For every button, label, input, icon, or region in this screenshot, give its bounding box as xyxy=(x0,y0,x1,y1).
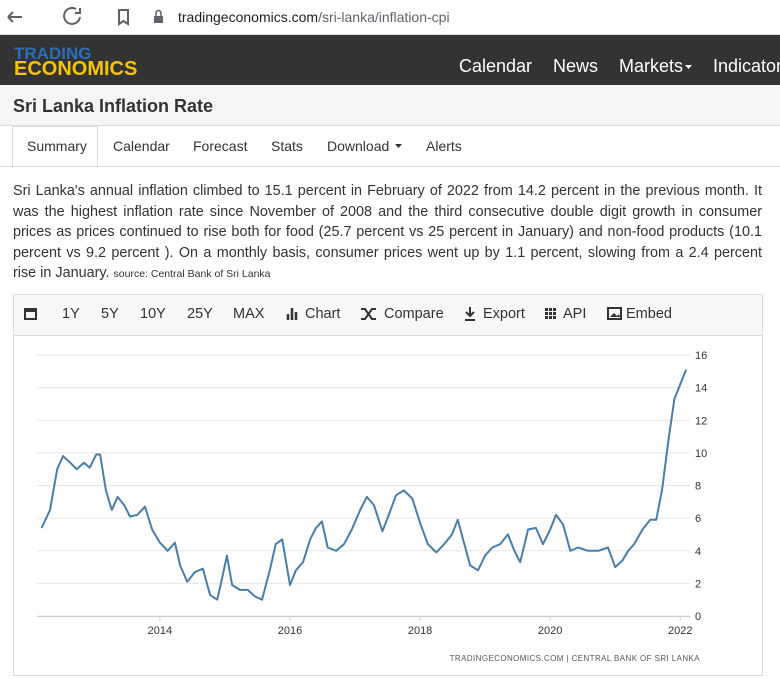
y-tick-label: 0 xyxy=(695,611,701,623)
tool-button[interactable]: API xyxy=(563,306,587,322)
site-header xyxy=(0,35,780,85)
url[interactable]: tradingeconomics.com/sri-lanka/inflation… xyxy=(178,9,450,25)
y-tick-label: 10 xyxy=(695,448,707,460)
tab[interactable]: Stats xyxy=(271,138,303,154)
y-tick-label: 4 xyxy=(695,546,701,558)
logo-top[interactable]: TRADING xyxy=(14,44,92,63)
tab[interactable]: Calendar xyxy=(113,138,170,154)
x-tick-label: 2020 xyxy=(538,625,562,637)
y-tick-label: 16 xyxy=(695,350,707,362)
range-button[interactable]: 5Y xyxy=(101,306,119,322)
chart-frame xyxy=(13,335,763,676)
caret xyxy=(395,144,402,148)
summary-text: Sri Lanka's annual inflation climbed to … xyxy=(13,183,762,281)
nav-item[interactable]: Indicators xyxy=(713,56,780,76)
series-line xyxy=(40,369,688,601)
caret xyxy=(685,65,692,69)
y-tick-label: 6 xyxy=(695,513,701,525)
tab-line xyxy=(0,166,780,167)
title-bar xyxy=(0,85,780,126)
browser-bar xyxy=(0,0,780,35)
nav-item[interactable]: Calendar xyxy=(459,56,533,76)
y-tick-label: 8 xyxy=(695,481,701,493)
toolbar xyxy=(13,294,763,336)
source: source: Central Bank of Sri Lanka xyxy=(113,268,271,280)
y-tick-label: 2 xyxy=(695,578,701,590)
url-path: /sri-lanka/inflation-cpi xyxy=(318,9,450,25)
range-button[interactable]: MAX xyxy=(233,306,265,322)
x-tick-label: 2018 xyxy=(408,625,432,637)
logo-bottom[interactable]: ECONOMICS xyxy=(14,58,138,80)
nav-item[interactable]: News xyxy=(553,56,599,76)
summary: Sri Lanka's annual inflation climbed to … xyxy=(13,181,762,285)
browser-icons xyxy=(7,6,163,26)
tool-button[interactable]: Chart xyxy=(305,306,341,322)
range-button[interactable]: 10Y xyxy=(140,306,166,322)
active-tab xyxy=(12,126,98,169)
range-button[interactable]: 25Y xyxy=(187,306,213,322)
tab[interactable]: Forecast xyxy=(193,138,248,154)
url-host: tradingeconomics.com xyxy=(178,9,319,25)
tool-button[interactable]: Embed xyxy=(626,306,672,322)
tab[interactable]: Summary xyxy=(27,138,87,154)
chart-credit: TRADINGECONOMICS.COM | CENTRAL BANK OF S… xyxy=(450,654,701,663)
x-tick-label: 2014 xyxy=(148,625,172,637)
tab[interactable]: Download xyxy=(327,138,390,154)
range-button[interactable]: 1Y xyxy=(62,306,80,322)
chart: TRADINGECONOMICS.COM | CENTRAL BANK OF S… xyxy=(37,350,707,663)
y-tick-label: 14 xyxy=(695,383,707,395)
x-tick-label: 2022 xyxy=(668,625,692,637)
tool-button[interactable]: Compare xyxy=(384,306,444,322)
x-tick-label: 2016 xyxy=(278,625,302,637)
nav-item[interactable]: Markets xyxy=(619,56,684,76)
toolbar-icons xyxy=(24,307,622,321)
tool-button[interactable]: Export xyxy=(483,306,525,322)
y-tick-label: 12 xyxy=(695,415,707,427)
tab[interactable]: Alerts xyxy=(426,138,462,154)
page-title: Sri Lanka Inflation Rate xyxy=(13,96,214,116)
